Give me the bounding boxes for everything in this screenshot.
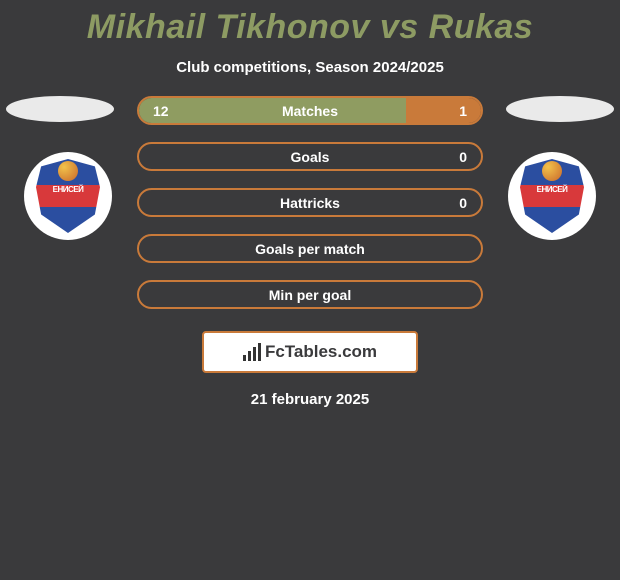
club-badge-left: ЕНИСЕЙ [24, 152, 112, 240]
club-name-right: ЕНИСЕЙ [520, 185, 584, 194]
date-label: 21 february 2025 [0, 391, 620, 408]
page-title: Mikhail Tikhonov vs Rukas [0, 8, 620, 47]
stat-bar: Goals0 [137, 142, 483, 171]
main-area: ЕНИСЕЙ ЕНИСЕЙ Matches121Goals0Hattricks0… [0, 96, 620, 408]
subtitle: Club competitions, Season 2024/2025 [0, 59, 620, 76]
stat-label: Min per goal [139, 282, 481, 307]
club-name-left: ЕНИСЕЙ [36, 185, 100, 194]
player-placeholder-right [506, 96, 614, 122]
chart-icon [243, 343, 261, 361]
stat-value-right: 1 [459, 98, 467, 123]
club-badge-right: ЕНИСЕЙ [508, 152, 596, 240]
stat-label: Hattricks [139, 190, 481, 215]
stat-label: Goals per match [139, 236, 481, 261]
stat-bar: Matches12 1 [137, 96, 483, 125]
club-shield-icon: ЕНИСЕЙ [520, 159, 584, 233]
comparison-card: Mikhail Tikhonov vs Rukas Club competiti… [0, 0, 620, 408]
player-placeholder-left [6, 96, 114, 122]
stat-value-right: 0 [459, 144, 467, 169]
stat-label: Goals [139, 144, 481, 169]
stat-label: Matches [139, 98, 481, 123]
stat-value-left: 12 [153, 98, 169, 123]
stat-bar: Goals per match [137, 234, 483, 263]
branding-box: FcTables.com [202, 331, 418, 373]
stat-bar: Min per goal [137, 280, 483, 309]
branding-text: FcTables.com [265, 342, 377, 362]
club-shield-icon: ЕНИСЕЙ [36, 159, 100, 233]
stat-bars: Matches121Goals0Hattricks0Goals per matc… [137, 96, 483, 309]
stat-value-right: 0 [459, 190, 467, 215]
stat-bar: Hattricks0 [137, 188, 483, 217]
